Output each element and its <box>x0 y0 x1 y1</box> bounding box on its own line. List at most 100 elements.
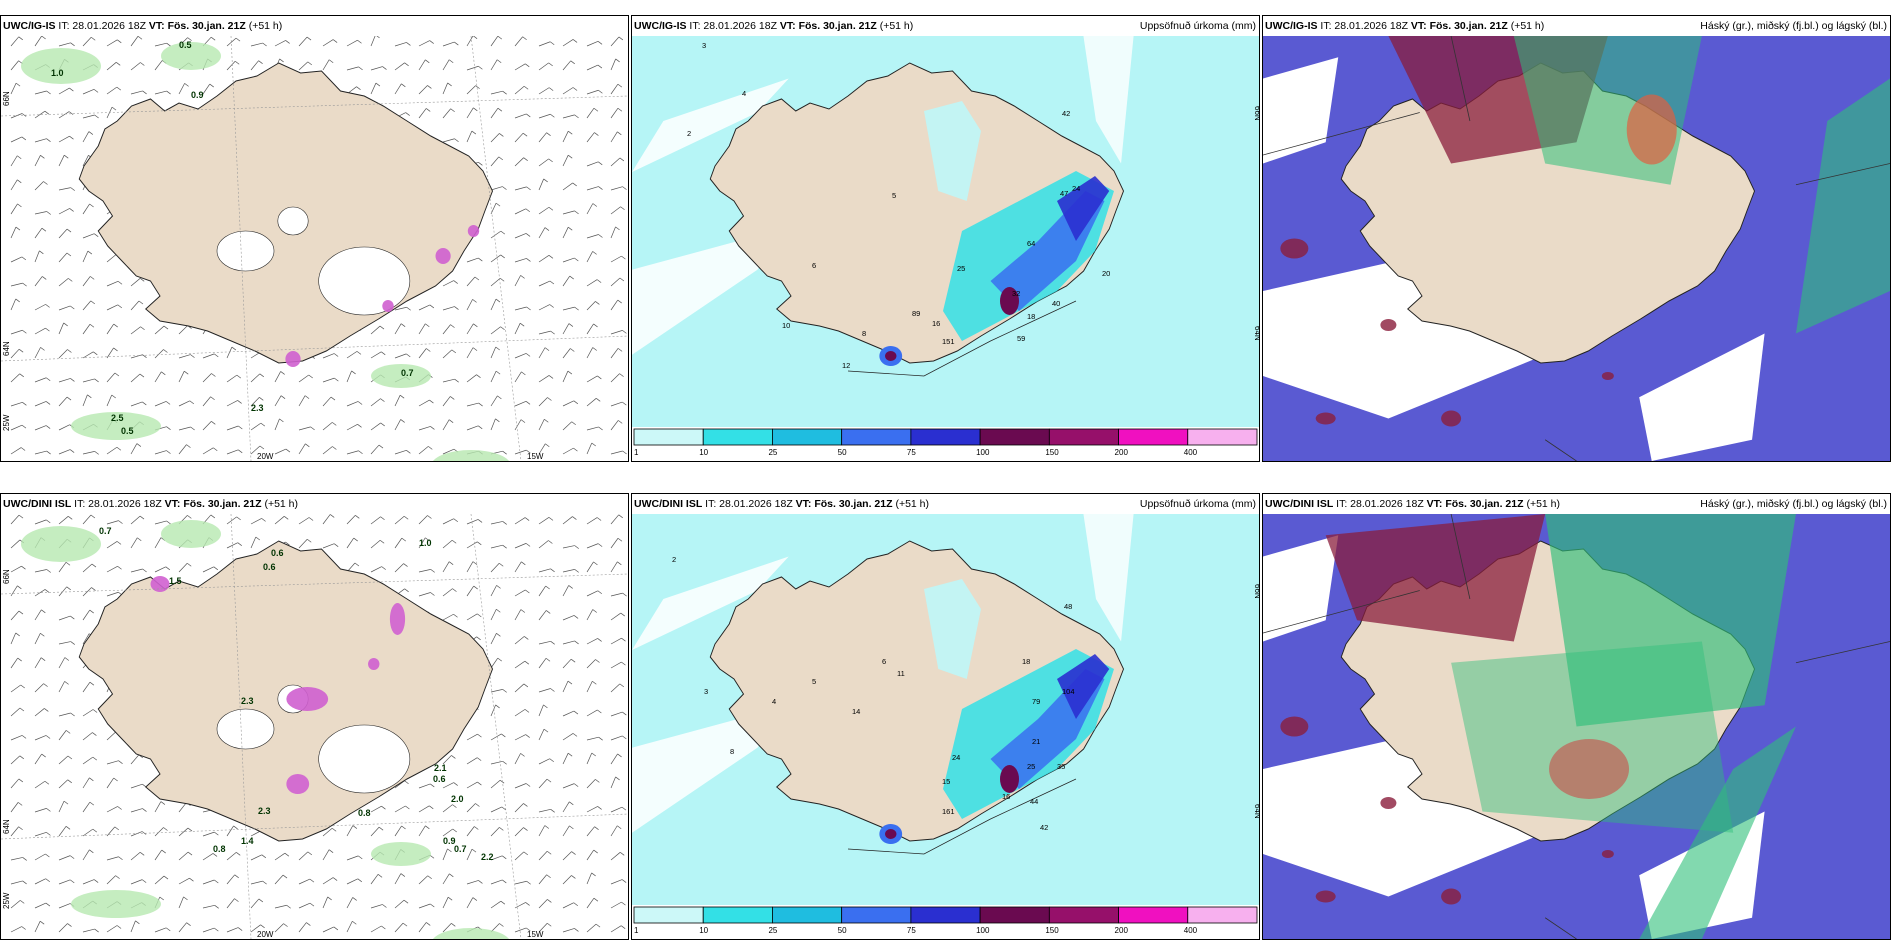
colorbar-swatch <box>1187 428 1258 446</box>
map-value-label: 3 <box>702 41 706 50</box>
map-value-label: 5 <box>812 677 816 686</box>
colorbar-label: 150 <box>1045 448 1059 457</box>
map-value-label: 2.2 <box>481 852 494 862</box>
colorbar-swatch <box>841 906 912 924</box>
colorbar-label: 10 <box>699 926 708 935</box>
colorbar-label: 50 <box>838 448 847 457</box>
map-value-label: 44 <box>1030 797 1038 806</box>
colorbar-swatch <box>702 906 773 924</box>
panel-header: UWC/IG-IS IT: 28.01.2026 18Z VT: Fös. 30… <box>1263 16 1890 36</box>
colorbar-label: 1 <box>634 926 639 935</box>
map-value-label: 16 <box>1002 792 1010 801</box>
map-value-label: 40 <box>1052 299 1060 308</box>
map-wind-dini-isl[interactable]: 0.7 0.6 0.6 1.0 1.5 2.3 2.3 2.1 0.6 2.0 0.8 0.8 1.4 2… <box>1 514 628 939</box>
map-value-label: 59 <box>1017 334 1025 343</box>
colorbar-swatch <box>1048 906 1119 924</box>
axis-label: 64N <box>2 341 11 356</box>
map-value-label: 32 <box>1012 289 1020 298</box>
map-value-label: 0.9 <box>443 836 456 846</box>
map-value-label: 24 <box>952 753 960 762</box>
colorbar-swatch <box>1187 906 1258 924</box>
map-value-label: 1.5 <box>169 576 182 586</box>
colorbar-swatch <box>979 428 1050 446</box>
map-value-label: 2 <box>672 555 676 564</box>
colorbar-swatch <box>1118 428 1189 446</box>
map-value-label: 0.8 <box>213 844 226 854</box>
map-cloud-dini-isl[interactable] <box>1263 514 1890 939</box>
map-cloud-ig-is[interactable] <box>1263 36 1890 461</box>
panel-title: Uppsöfnuð úrkoma (mm) <box>1139 20 1256 32</box>
map-value-label: 25 <box>957 264 965 273</box>
map-value-label: 20 <box>1102 269 1110 278</box>
map-value-label: 0.5 <box>179 40 192 50</box>
map-value-label: 42 <box>1062 109 1070 118</box>
colorbar-label: 400 <box>1184 448 1198 457</box>
panel-cloud-ig-is: UWC/IG-IS IT: 28.01.2026 18Z VT: Fös. 30… <box>1262 15 1891 462</box>
map-value-label: 79 <box>1032 697 1040 706</box>
colorbar-swatch <box>841 428 912 446</box>
colorbar-label: 200 <box>1115 926 1129 935</box>
colorbar-swatch <box>1118 906 1189 924</box>
map-value-label: 64 <box>1027 239 1035 248</box>
map-value-label: 42 <box>1040 823 1048 832</box>
panel-wind-ig-is: UWC/IG-IS IT: 28.01.2026 18Z VT: Fös. 30… <box>0 15 629 462</box>
colorbar-swatch <box>910 906 981 924</box>
map-value-label: 151 <box>942 337 955 346</box>
colorbar-label: 400 <box>1184 926 1198 935</box>
map-value-label: 1.0 <box>51 68 64 78</box>
panel-cloud-dini-isl: UWC/DINI ISL IT: 28.01.2026 18Z VT: Fös.… <box>1262 493 1891 940</box>
colorbar-label: 25 <box>768 926 777 935</box>
map-value-label: 18 <box>1027 312 1035 321</box>
map-value-label: 2.3 <box>241 696 254 706</box>
panel-precip-ig-is: UWC/IG-IS IT: 28.01.2026 18Z VT: Fös. 30… <box>631 15 1260 462</box>
panel-wind-dini-isl: UWC/DINI ISL IT: 28.01.2026 18Z VT: Fös.… <box>0 493 629 940</box>
axis-label: 66N <box>1253 584 1259 599</box>
colorbar-label: 100 <box>976 448 990 457</box>
colorbar-swatch <box>633 428 704 446</box>
colorbar-swatch <box>772 906 843 924</box>
map-value-label: 1.0 <box>419 538 432 548</box>
map-value-label: 10 <box>782 321 790 330</box>
map-value-label: 2.3 <box>258 806 271 816</box>
axis-label: 15W <box>527 930 544 939</box>
panel-title: Háský (gr.), miðský (fj.bl.) og lágský (… <box>1700 498 1887 510</box>
map-value-label: 0.6 <box>263 562 276 572</box>
panel-precip-dini-isl: UWC/DINI ISL IT: 28.01.2026 18Z VT: Fös.… <box>631 493 1260 940</box>
map-value-label: 5 <box>892 191 896 200</box>
map-value-label: 8 <box>862 329 866 338</box>
map-value-label: 0.6 <box>271 548 284 558</box>
map-value-label: 1.4 <box>241 836 254 846</box>
axis-label: 64N <box>2 819 11 834</box>
map-value-label: 0.9 <box>191 90 204 100</box>
colorbar-swatch <box>979 906 1050 924</box>
map-value-label: 16 <box>932 319 940 328</box>
colorbar-label: 75 <box>907 926 916 935</box>
map-value-label: 0.7 <box>401 368 414 378</box>
colorbar-label: 50 <box>838 926 847 935</box>
axis-label: 64N <box>1253 804 1259 819</box>
map-value-label: 24 <box>1072 184 1080 193</box>
map-value-label: 4 <box>772 697 776 706</box>
axis-label: 25W <box>2 414 11 431</box>
panel-title: Uppsöfnuð úrkoma (mm) <box>1139 498 1256 510</box>
axis-label: 66N <box>1253 106 1259 121</box>
axis-label: 64N <box>1253 326 1259 341</box>
colorbar-label: 10 <box>699 448 708 457</box>
panel-header: UWC/IG-IS IT: 28.01.2026 18Z VT: Fös. 30… <box>1 16 628 36</box>
map-value-label: 15 <box>942 777 950 786</box>
axis-label: 66N <box>2 569 11 584</box>
axis-label: 20W <box>257 452 274 461</box>
map-value-label: 25 <box>1027 762 1035 771</box>
map-precip-ig-is[interactable]: 2 3 4 5 6 8 10 12 16 18 20 24 25 32 40 42 47 59 64 89 151 66N… <box>632 36 1259 461</box>
map-value-label: 4 <box>742 89 746 98</box>
map-value-label: 18 <box>1022 657 1030 666</box>
map-value-label: 0.6 <box>433 774 446 784</box>
map-wind-ig-is[interactable]: 1.0 0.5 0.9 2.3 0.7 0.5 2.5 66N 64N 25W 20W 15W <box>1 36 628 461</box>
map-value-label: 12 <box>842 361 850 370</box>
panel-header: UWC/DINI ISL IT: 28.01.2026 18Z VT: Fös.… <box>632 494 1259 514</box>
colorbar-label: 100 <box>976 926 990 935</box>
colorbar-swatch <box>1048 428 1119 446</box>
panel-header: UWC/DINI ISL IT: 28.01.2026 18Z VT: Fös.… <box>1263 494 1890 514</box>
colorbar-label: 1 <box>634 448 639 457</box>
map-precip-dini-isl[interactable]: 2 3 4 5 6 8 11 14 15 16 18 21 24 25 35 42 44 48 79 104 161 66… <box>632 514 1259 939</box>
